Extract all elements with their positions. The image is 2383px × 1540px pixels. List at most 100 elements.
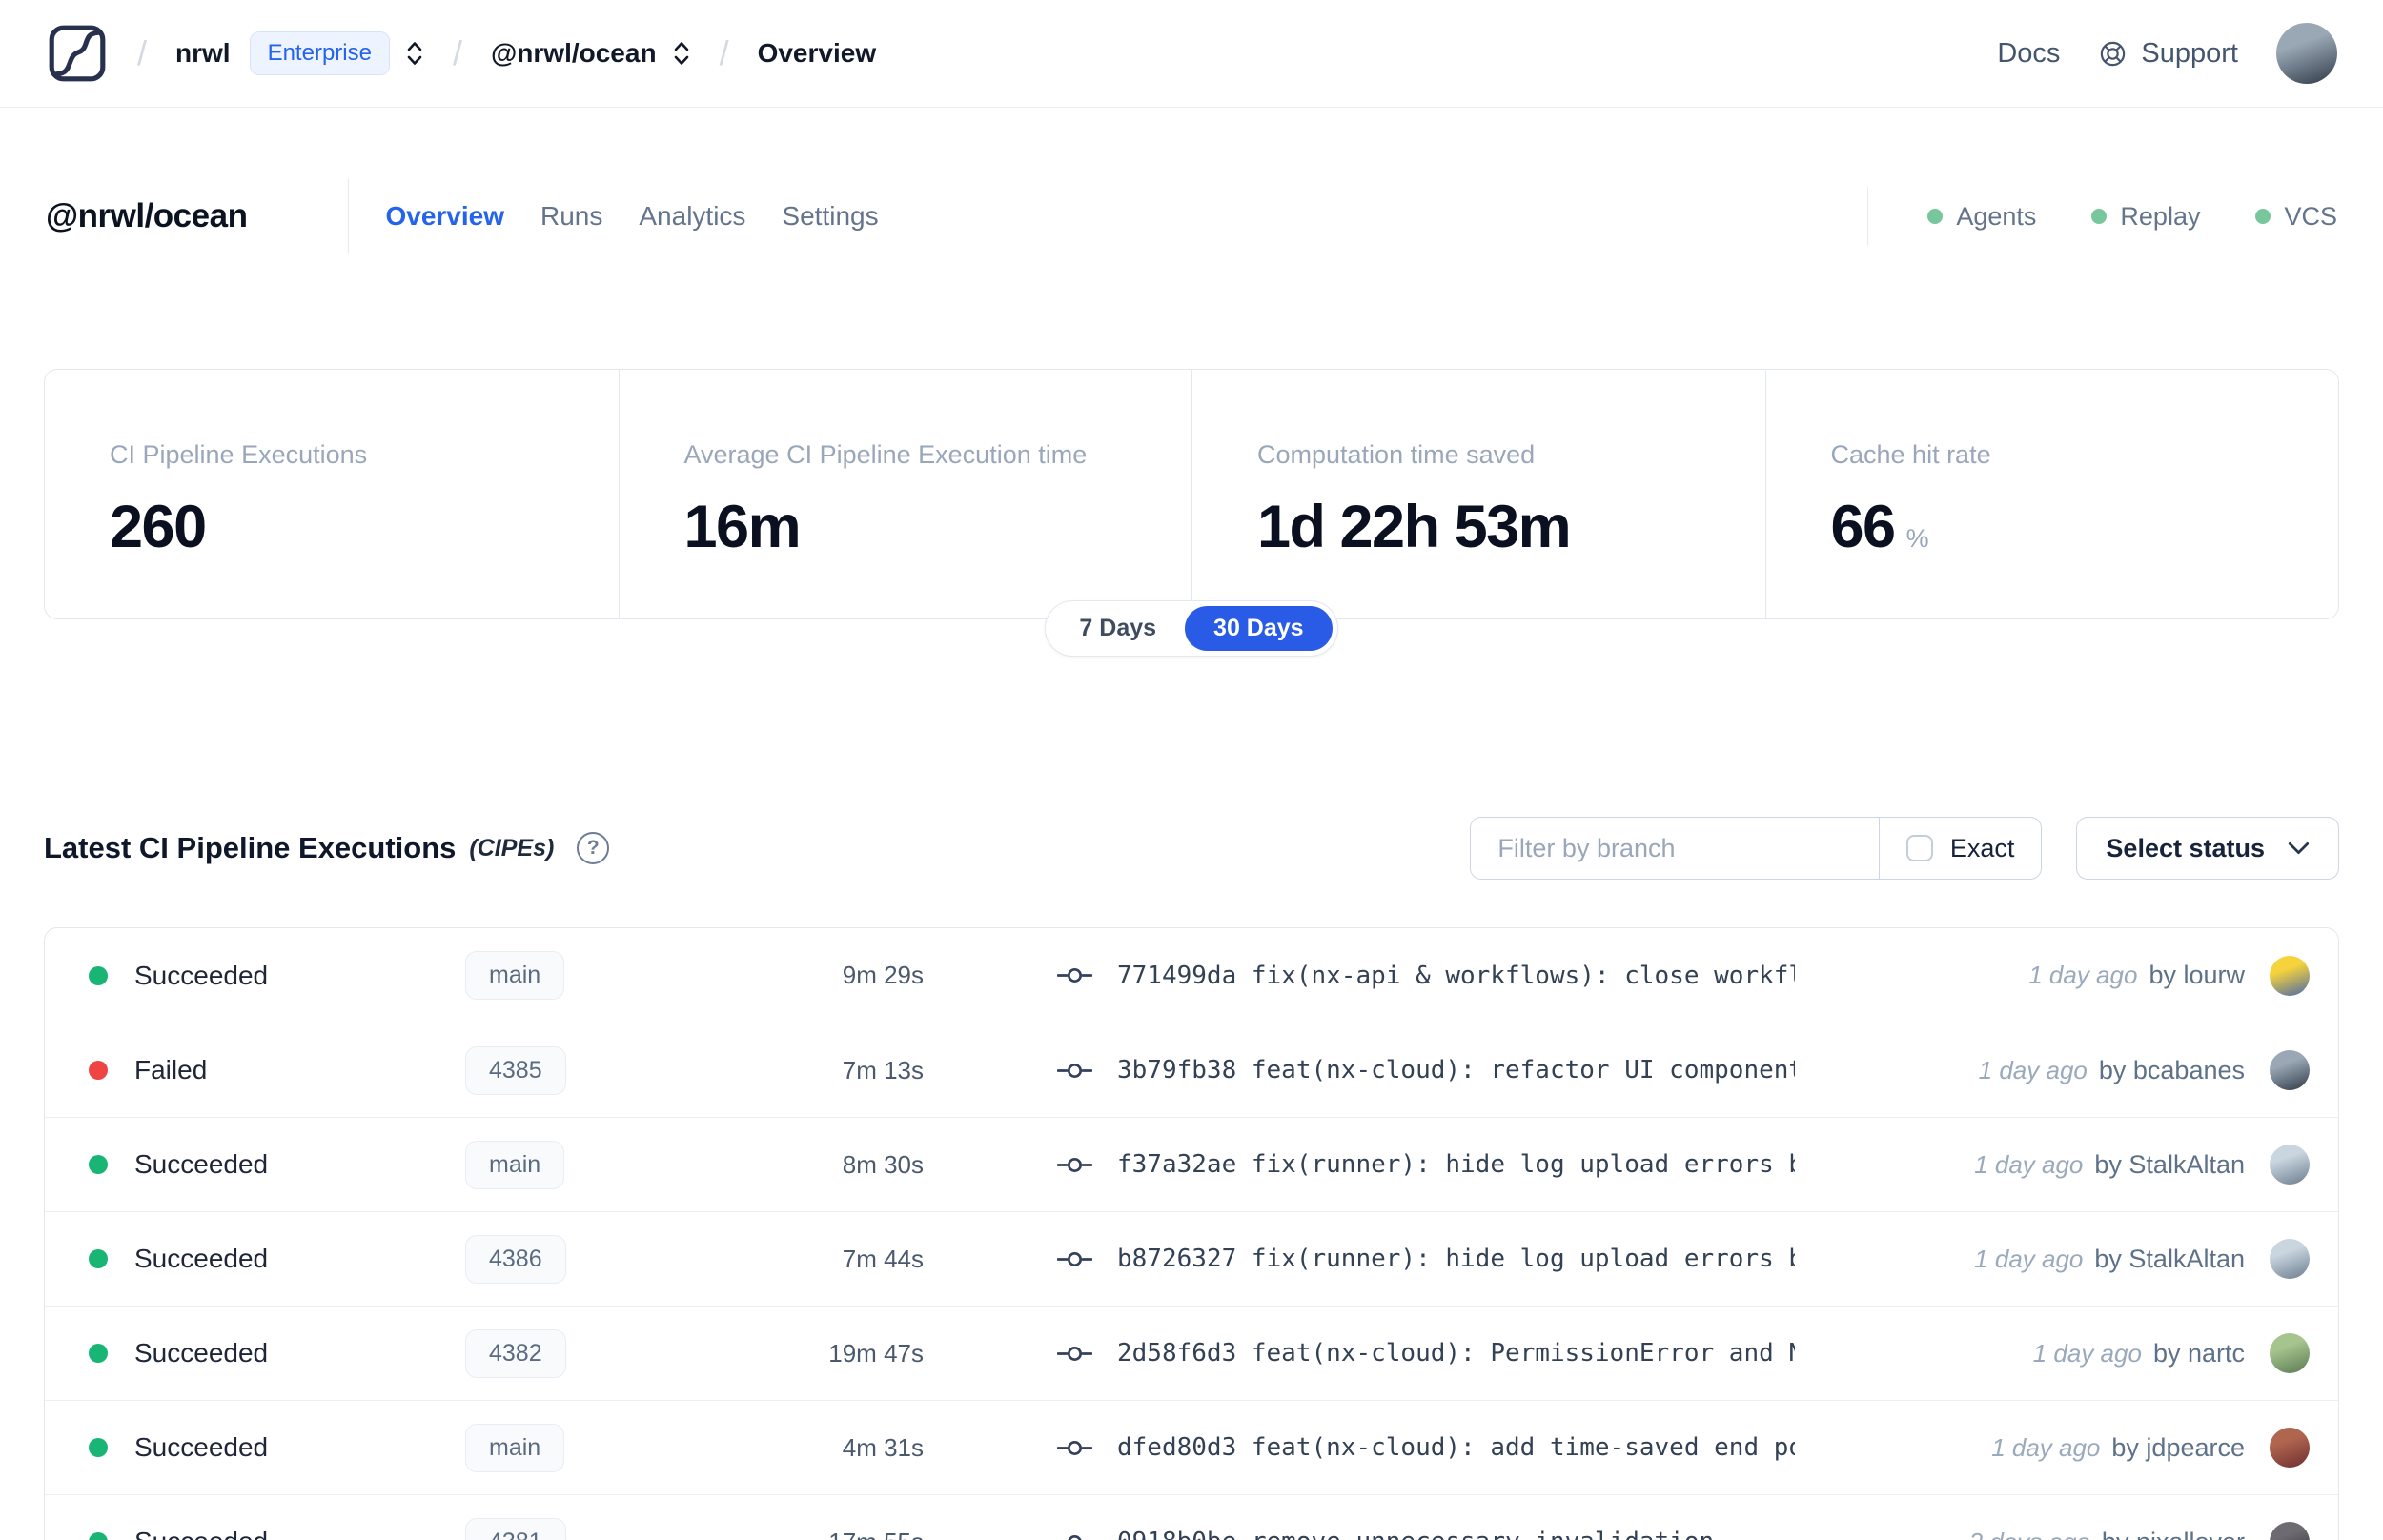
status-dot-icon xyxy=(2091,209,2108,224)
cipe-row[interactable]: Succeeded main 4m 31s dfed80d3 feat(nx-c… xyxy=(45,1400,2338,1494)
cipe-meta-cell: 1 day ago by bcabanes xyxy=(1795,1050,2310,1090)
cipe-author: by nixallover xyxy=(2102,1528,2245,1540)
integration-label: Replay xyxy=(2120,201,2201,231)
author-avatar[interactable] xyxy=(2270,1333,2310,1373)
stat-card-computation-time-saved: Computation time saved 1d 22h 53m xyxy=(1192,370,1765,618)
status-dot-icon xyxy=(89,1249,108,1268)
integration-status: VCS xyxy=(2255,202,2337,232)
cipe-row[interactable]: Succeeded 4386 7m 44s b8726327 fix(runne… xyxy=(45,1211,2338,1306)
cipe-controls: Exact Select status xyxy=(1470,817,2339,880)
status-dot-icon xyxy=(2255,209,2271,224)
status-dot-icon xyxy=(89,1155,108,1174)
stat-label: CI Pipeline Executions xyxy=(110,440,368,469)
date-range-option[interactable]: 30 Days xyxy=(1185,606,1333,651)
workspace-tab[interactable]: Runs xyxy=(540,201,603,231)
commit-message[interactable]: 3b79fb38 feat(nx-cloud): refactor UI com… xyxy=(1117,1056,1795,1084)
breadcrumb-separator: / xyxy=(719,33,729,72)
cipe-row[interactable]: Succeeded 4382 19m 47s 2d58f6d3 feat(nx-… xyxy=(45,1306,2338,1400)
commit-message[interactable]: 0918b0be remove unnecessary invalidation xyxy=(1117,1528,1714,1540)
support-label[interactable]: Support xyxy=(2141,37,2238,69)
status-label: Succeeded xyxy=(134,1149,269,1179)
date-range-option[interactable]: 7 Days xyxy=(1050,606,1185,651)
status-dot-icon xyxy=(89,1344,108,1363)
cipe-title: Latest CI Pipeline Executions xyxy=(44,831,457,864)
cipe-row[interactable]: Failed 4385 7m 13s 3b79fb38 feat(nx-clou… xyxy=(45,1023,2338,1117)
cipe-author: by bcabanes xyxy=(2098,1055,2245,1084)
author-avatar[interactable] xyxy=(2270,1050,2310,1090)
help-icon[interactable]: ? xyxy=(577,832,610,864)
workspace-switcher-chevrons-icon[interactable] xyxy=(672,39,691,68)
author-avatar[interactable] xyxy=(2270,1428,2310,1468)
divider xyxy=(1867,187,1869,246)
cipe-status-cell: Succeeded xyxy=(89,1338,465,1368)
cipe-time: 1 day ago xyxy=(1978,1055,2088,1084)
cipe-commit-cell: 2d58f6d3 feat(nx-cloud): PermissionError… xyxy=(927,1339,1795,1368)
status-dot-icon xyxy=(89,1061,108,1080)
nx-cloud-logo-icon[interactable] xyxy=(46,22,109,85)
status-label: Succeeded xyxy=(134,1432,269,1462)
commit-message[interactable]: b8726327 fix(runner): hide log upload er… xyxy=(1117,1245,1795,1273)
cipe-commit-cell: 0918b0be remove unnecessary invalidation xyxy=(927,1528,1795,1540)
cipe-time: 1 day ago xyxy=(1974,1149,2084,1179)
status-select-label: Select status xyxy=(2106,833,2265,862)
stat-card-ci-pipeline-executions: CI Pipeline Executions 260 xyxy=(45,370,619,618)
support-link[interactable]: Support xyxy=(2098,38,2238,70)
org-switcher-chevrons-icon[interactable] xyxy=(405,39,424,68)
author-avatar[interactable] xyxy=(2270,955,2310,996)
cipe-branch-cell: 4386 xyxy=(465,1234,670,1284)
integration-label: VCS xyxy=(2284,201,2337,231)
exact-checkbox[interactable] xyxy=(1905,835,1933,861)
breadcrumb-workspace[interactable]: @nrwl/ocean xyxy=(490,38,657,68)
cipe-duration: 4m 31s xyxy=(842,1432,924,1462)
cipe-row[interactable]: Succeeded main 9m 29s 771499da fix(nx-ap… xyxy=(45,928,2338,1023)
integration-status: Replay xyxy=(2091,202,2200,232)
stat-label: Cache hit rate xyxy=(1830,440,1991,469)
cipe-time: 1 day ago xyxy=(2028,961,2138,989)
status-select-button[interactable]: Select status xyxy=(2076,817,2339,880)
workspace-tab[interactable]: Overview xyxy=(385,201,504,231)
cipe-branch-cell: main xyxy=(465,1423,670,1472)
git-commit-icon xyxy=(1057,1155,1092,1175)
cipe-author: by jdpearce xyxy=(2111,1432,2245,1462)
cipe-branch-cell: 4381 xyxy=(465,1517,670,1540)
branch-filter-input[interactable] xyxy=(1471,818,1879,879)
cipe-row[interactable]: Succeeded main 8m 30s f37a32ae fix(runne… xyxy=(45,1117,2338,1211)
cipe-author: by lourw xyxy=(2149,961,2245,989)
breadcrumb-org[interactable]: nrwl xyxy=(175,38,231,68)
commit-message[interactable]: 2d58f6d3 feat(nx-cloud): PermissionError… xyxy=(1117,1339,1795,1368)
exact-filter: Exact xyxy=(1878,818,2042,879)
cipe-author: by StalkAltan xyxy=(2094,1149,2245,1179)
cipe-status-cell: Succeeded xyxy=(89,1244,465,1274)
cipe-time: 1 day ago xyxy=(2032,1338,2142,1368)
cipe-table: Succeeded main 9m 29s 771499da fix(nx-ap… xyxy=(44,927,2339,1540)
author-avatar[interactable] xyxy=(2270,1522,2310,1540)
date-range-toggle-row: 7 Days 30 Days xyxy=(0,600,2383,657)
chevron-down-icon xyxy=(2288,841,2310,855)
workspace-tab[interactable]: Analytics xyxy=(639,201,746,231)
branch-badge: 4381 xyxy=(465,1517,566,1540)
commit-message[interactable]: f37a32ae fix(runner): hide log upload er… xyxy=(1117,1150,1795,1179)
workspace-tab[interactable]: Settings xyxy=(782,201,879,231)
docs-link[interactable]: Docs xyxy=(1997,37,2061,69)
topbar: / nrwl Enterprise / @nrwl/ocean / Overvi… xyxy=(0,0,2383,108)
exact-label: Exact xyxy=(1949,833,2015,862)
cipe-duration: 8m 30s xyxy=(842,1149,924,1179)
user-avatar[interactable] xyxy=(2276,23,2337,84)
integration-status: Agents xyxy=(1927,202,2036,232)
branch-badge: 4385 xyxy=(465,1045,566,1095)
stat-suffix: % xyxy=(1905,524,1929,553)
stat-value: 66 xyxy=(1830,494,1897,560)
status-label: Succeeded xyxy=(134,1244,269,1273)
cipe-commit-cell: 3b79fb38 feat(nx-cloud): refactor UI com… xyxy=(927,1056,1795,1084)
branch-badge: main xyxy=(465,1140,565,1189)
author-avatar[interactable] xyxy=(2270,1239,2310,1279)
commit-message[interactable]: dfed80d3 feat(nx-cloud): add time-saved … xyxy=(1117,1433,1795,1462)
status-dot-icon xyxy=(89,1532,108,1540)
cipe-row[interactable]: Succeeded 4381 17m 55s 0918b0be remove u… xyxy=(45,1494,2338,1540)
cipe-status-cell: Succeeded xyxy=(89,961,465,991)
enterprise-badge: Enterprise xyxy=(249,31,390,75)
author-avatar[interactable] xyxy=(2270,1145,2310,1185)
status-label: Failed xyxy=(134,1055,208,1084)
commit-message[interactable]: 771499da fix(nx-api & workflows): close … xyxy=(1117,961,1795,990)
cipe-commit-cell: f37a32ae fix(runner): hide log upload er… xyxy=(927,1150,1795,1179)
